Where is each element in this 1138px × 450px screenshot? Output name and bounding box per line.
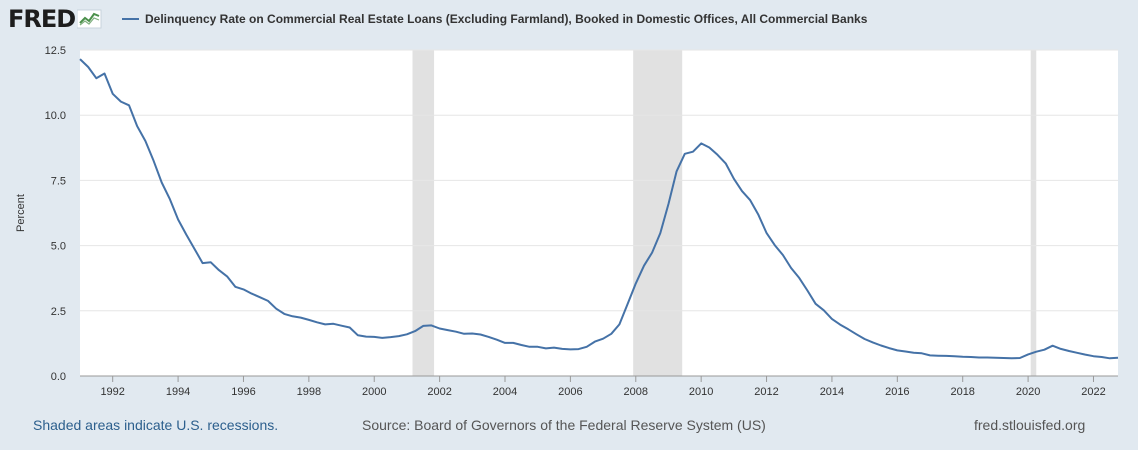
chart-header: FRED Delinquency Rate on Commercial Real… <box>8 4 1128 34</box>
series-line <box>79 58 1119 360</box>
x-tick-label: 2014 <box>820 386 844 398</box>
x-axis-ticks: 1992 1994 1996 1998 2000 2002 2004 2006 2008 2010… <box>100 386 1105 398</box>
fred-logo-text: FRED <box>8 5 76 33</box>
x-tick-label: 2008 <box>624 386 648 398</box>
x-tick-label: 2012 <box>754 386 778 398</box>
source-note: Source: Board of Governors of the Federa… <box>362 417 766 433</box>
gridlines <box>80 49 1118 312</box>
legend-swatch <box>122 18 139 20</box>
x-tick-label: 2018 <box>950 386 974 398</box>
x-tick-label: 1996 <box>231 386 255 398</box>
y-tick-label: 0.0 <box>51 371 66 383</box>
fred-logo[interactable]: FRED <box>8 6 103 32</box>
x-tick-label: 2002 <box>427 386 451 398</box>
y-axis-title: Percent <box>15 194 27 232</box>
x-tick-marks <box>112 376 1094 382</box>
y-tick-label: 5.0 <box>51 241 66 253</box>
y-tick-label: 12.5 <box>45 45 66 57</box>
x-tick-label: 1994 <box>166 386 190 398</box>
line-chart: 0.0 2.5 5.0 7.5 10.0 12.5 1992 1994 1996 1998 200… <box>15 45 1119 398</box>
x-tick-label: 2006 <box>558 386 582 398</box>
x-tick-label: 1998 <box>297 386 321 398</box>
legend-series-label: Delinquency Rate on Commercial Real Esta… <box>145 12 868 26</box>
x-tick-label: 2016 <box>885 386 909 398</box>
x-tick-label: 2010 <box>689 386 713 398</box>
y-tick-label: 2.5 <box>51 306 66 318</box>
y-tick-label: 7.5 <box>51 175 66 187</box>
x-tick-label: 1992 <box>100 386 124 398</box>
y-tick-label: 10.0 <box>45 110 66 122</box>
site-link[interactable]: fred.stlouisfed.org <box>974 417 1086 433</box>
recession-note: Shaded areas indicate U.S. recessions. <box>33 417 279 433</box>
recession-bands <box>412 50 1037 376</box>
recession-band-1 <box>633 50 683 376</box>
y-axis-ticks: 0.0 2.5 5.0 7.5 10.0 12.5 <box>45 45 66 383</box>
x-tick-label: 2004 <box>493 386 517 398</box>
x-tick-label: 2020 <box>1016 386 1040 398</box>
recession-band-0 <box>412 50 435 376</box>
recession-band-2 <box>1030 50 1037 376</box>
x-tick-label: 2000 <box>362 386 386 398</box>
x-tick-label: 2022 <box>1081 386 1105 398</box>
plot-area <box>80 50 1118 376</box>
chart-line-icon <box>77 9 102 29</box>
chart-legend: Delinquency Rate on Commercial Real Esta… <box>122 12 867 26</box>
